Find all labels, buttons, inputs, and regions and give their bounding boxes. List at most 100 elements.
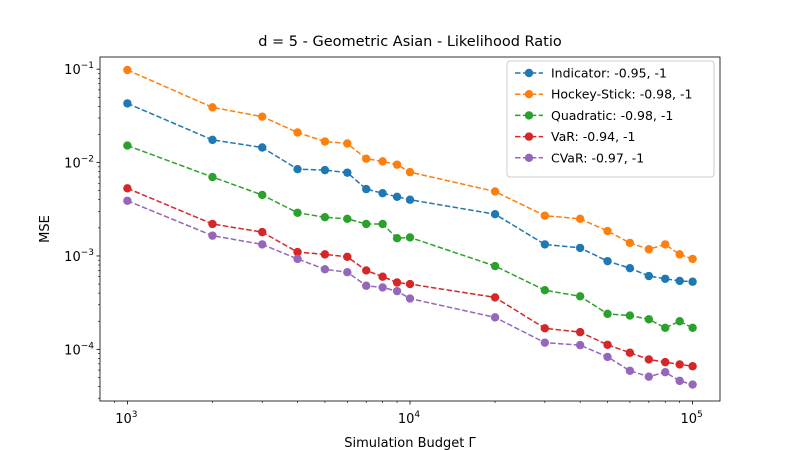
data-point: [675, 250, 684, 259]
series-4: [123, 184, 697, 371]
data-point: [540, 211, 550, 220]
data-point: [293, 208, 302, 217]
legend-item: Indicator: -0.95, -1: [515, 66, 667, 81]
legend-item: Quadratic: -0.98, -1: [515, 108, 673, 123]
data-point: [644, 315, 654, 324]
data-point: [320, 165, 330, 175]
y-tick-label: 10−2: [64, 155, 94, 172]
data-point: [208, 219, 217, 229]
data-point: [575, 214, 585, 224]
data-point: [362, 154, 371, 163]
data-point: [405, 279, 415, 289]
data-point: [675, 360, 684, 369]
series-3: [123, 141, 697, 333]
series-5: [123, 196, 697, 389]
data-point: [688, 362, 697, 371]
data-point: [644, 372, 654, 381]
series-1: [123, 99, 697, 286]
data-point: [208, 172, 217, 182]
data-point: [688, 380, 697, 389]
data-point: [258, 227, 267, 237]
data-point: [575, 340, 585, 350]
legend-item: VaR: -0.94, -1: [515, 129, 635, 144]
legend-label: Hockey-Stick: -0.98, -1: [551, 87, 692, 102]
data-point: [343, 168, 352, 177]
data-point: [258, 190, 267, 200]
x-axis-label: Simulation Budget Γ: [344, 436, 476, 450]
data-point: [661, 274, 670, 283]
data-point: [625, 311, 635, 320]
data-point: [320, 213, 330, 222]
data-point: [123, 196, 132, 205]
data-point: [392, 233, 402, 243]
data-point: [293, 128, 302, 137]
legend-box: [506, 60, 715, 178]
major-ticks: 103 104 105 10−4 10−3 10−2 10−1: [64, 61, 703, 427]
data-point: [490, 313, 500, 322]
data-point: [625, 263, 635, 273]
data-point: [675, 376, 684, 386]
data-point: [603, 340, 612, 349]
data-point: [208, 103, 217, 112]
data-point: [625, 366, 635, 375]
data-point: [490, 187, 500, 196]
data-point: [688, 323, 697, 333]
data-point: [644, 245, 654, 254]
data-point: [625, 348, 635, 357]
legend-marker: [524, 132, 534, 141]
data-point: [688, 277, 697, 286]
data-point: [603, 226, 612, 236]
legend-marker: [524, 153, 534, 162]
data-point: [343, 252, 352, 261]
data-point: [293, 254, 302, 264]
legend: Indicator: -0.95, -1 Hockey-Stick: -0.98,…: [506, 60, 715, 178]
data-point: [490, 293, 500, 302]
x-tick-label: 105: [680, 410, 702, 427]
axes-frame: [99, 56, 721, 402]
data-point: [343, 214, 352, 224]
y-tick-label: 10−4: [64, 341, 94, 358]
data-point: [123, 65, 132, 75]
data-point: [490, 210, 500, 219]
series-2: [123, 65, 697, 264]
data-point: [293, 164, 302, 174]
y-tick-label: 10−1: [64, 61, 94, 78]
data-point: [625, 238, 635, 248]
data-point: [320, 265, 330, 274]
data-point: [603, 309, 612, 319]
data-point: [540, 286, 550, 295]
data-point: [392, 192, 402, 202]
data-point: [661, 323, 670, 333]
legend-marker: [524, 111, 534, 120]
x-tick-label: 104: [398, 410, 421, 427]
data-point: [661, 240, 670, 249]
data-point: [343, 139, 352, 148]
data-point: [258, 112, 267, 121]
data-point: [688, 254, 697, 264]
data-point: [378, 188, 387, 198]
data-point: [293, 247, 302, 257]
y-tick-label: 10−3: [64, 248, 94, 265]
data-point: [405, 233, 415, 242]
data-point: [675, 317, 684, 326]
y-axis-label: MSE: [38, 215, 53, 243]
data-point: [378, 272, 387, 281]
data-point: [575, 243, 585, 253]
data-point: [405, 167, 415, 177]
x-tick-label: 103: [115, 410, 137, 427]
data-point: [343, 268, 352, 277]
data-point: [540, 338, 550, 347]
data-point: [575, 292, 585, 301]
legend-item: Hockey-Stick: -0.98, -1: [515, 87, 692, 102]
data-point: [644, 271, 654, 281]
data-point: [405, 294, 415, 303]
data-point: [362, 281, 371, 290]
data-point: [392, 160, 402, 169]
legend-label: Indicator: -0.95, -1: [551, 66, 667, 81]
data-point: [540, 240, 550, 249]
data-point: [320, 250, 330, 259]
data-point: [490, 261, 500, 271]
legend-label: VaR: -0.94, -1: [551, 129, 635, 144]
data-point: [661, 367, 670, 377]
